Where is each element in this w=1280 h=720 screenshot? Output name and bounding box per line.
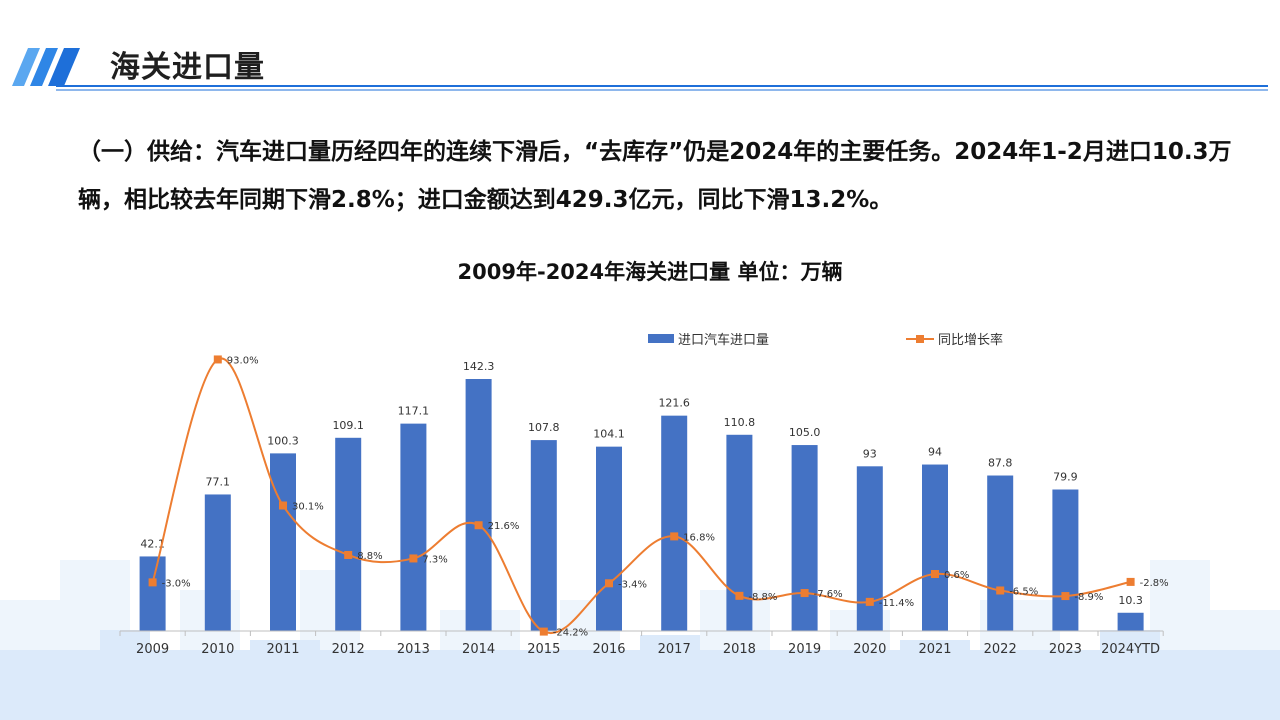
growth-point-2021 <box>931 570 939 579</box>
bar-2017 <box>661 415 688 631</box>
x-tick-label: 2011 <box>266 642 299 657</box>
growth-value-label: -3.4% <box>618 579 647 590</box>
x-tick-label: 2014 <box>462 642 495 657</box>
bar-2013 <box>400 423 427 631</box>
growth-point-2010 <box>213 355 222 364</box>
growth-point-2012 <box>344 550 353 559</box>
x-tick-label: 2013 <box>397 642 430 657</box>
bar-value-label: 105.0 <box>789 426 821 439</box>
x-tick-label: 2015 <box>527 642 560 657</box>
growth-value-label: 30.1% <box>292 502 324 513</box>
growth-point-2011 <box>279 501 287 510</box>
growth-point-2013 <box>409 554 418 563</box>
growth-value-label: -8.9% <box>1074 592 1103 603</box>
growth-value-label: 93.0% <box>227 355 259 366</box>
growth-point-2024YTD <box>1126 577 1135 586</box>
bar-value-label: 77.1 <box>206 475 231 488</box>
bar-value-label: 107.8 <box>528 421 560 434</box>
growth-value-label: -3.0% <box>162 578 191 589</box>
bar-value-label: 94 <box>928 446 942 459</box>
legend-bar-label: 进口汽车进口量 <box>678 332 769 348</box>
page-title: 海关进口量 <box>110 50 265 85</box>
bar-2024YTD <box>1117 612 1144 631</box>
stripes-logo-icon <box>12 48 80 86</box>
x-tick-label: 2022 <box>984 642 1017 657</box>
growth-value-label: -11.4% <box>879 598 914 609</box>
bar-value-label: 42.1 <box>140 537 165 550</box>
legend-bar-swatch <box>648 334 674 343</box>
growth-value-label: -2.8% <box>1140 578 1169 589</box>
x-tick-label: 2012 <box>332 642 365 657</box>
legend-line-label: 同比增长率 <box>938 332 1003 348</box>
bar-2009 <box>139 556 166 631</box>
bar-2022 <box>987 475 1014 631</box>
growth-point-2023 <box>1061 592 1070 601</box>
bar-2016 <box>596 446 622 631</box>
bar-value-label: 117.1 <box>398 405 430 418</box>
growth-value-label: -8.8% <box>748 592 777 603</box>
growth-value-label: -7.6% <box>814 589 843 600</box>
bar-value-label: 87.8 <box>988 457 1013 470</box>
growth-point-2020 <box>865 597 874 606</box>
bar-value-label: 104.1 <box>593 428 625 441</box>
growth-point-2017 <box>670 532 679 541</box>
x-tick-label: 2016 <box>592 642 625 657</box>
growth-value-label: 16.8% <box>683 532 715 543</box>
x-tick-label: 2010 <box>201 642 234 657</box>
bar-value-label: 121.6 <box>658 397 690 410</box>
growth-point-2018 <box>735 591 744 600</box>
growth-rate-line <box>151 357 1131 635</box>
bar-2010 <box>204 494 231 631</box>
bar-2015 <box>530 440 557 631</box>
bar-2021 <box>922 464 948 631</box>
bar-2011 <box>270 453 296 631</box>
x-tick-label: 2023 <box>1049 642 1082 657</box>
bar-2012 <box>335 437 362 631</box>
growth-point-2022 <box>996 586 1005 595</box>
intro-paragraph: （一）供给：汽车进口量历经四年的连续下滑后，“去库存”仍是2024年的主要任务。… <box>78 139 1232 213</box>
bar-value-label: 93 <box>863 447 877 460</box>
growth-point-2016 <box>605 579 613 588</box>
growth-point-2019 <box>800 589 809 598</box>
bar-value-label: 110.8 <box>724 416 756 429</box>
bar-value-label: 79.9 <box>1053 471 1078 484</box>
bar-value-label: 109.1 <box>332 419 364 432</box>
x-tick-label: 2018 <box>723 642 756 657</box>
growth-value-label: 21.6% <box>488 521 520 532</box>
growth-value-label: 0.6% <box>944 570 969 581</box>
x-tick-label: 2009 <box>136 642 169 657</box>
growth-point-2014 <box>474 521 483 530</box>
chart-title: 2009年-2024年海关进口量 单位：万辆 <box>457 260 843 284</box>
bar-2023 <box>1052 489 1079 631</box>
legend-line-marker <box>916 335 924 343</box>
growth-value-label: 8.8% <box>357 551 382 562</box>
growth-point-2009 <box>148 578 157 587</box>
x-tick-label: 2021 <box>918 642 951 657</box>
bar-2019 <box>791 445 818 631</box>
growth-value-label: 7.3% <box>422 554 447 565</box>
x-tick-label: 2017 <box>658 642 691 657</box>
growth-point-2015 <box>539 627 548 636</box>
x-tick-label: 2019 <box>788 642 821 657</box>
x-tick-label: 2020 <box>853 642 886 657</box>
bar-value-label: 10.3 <box>1118 594 1143 607</box>
slide-header <box>12 48 1268 91</box>
bar-value-label: 142.3 <box>463 360 495 373</box>
bar-value-label: 100.3 <box>267 434 299 447</box>
x-tick-label: 2024YTD <box>1101 642 1160 657</box>
growth-value-label: -6.5% <box>1009 586 1038 597</box>
growth-value-label: -24.2% <box>553 628 588 639</box>
bar-2014 <box>465 379 492 631</box>
